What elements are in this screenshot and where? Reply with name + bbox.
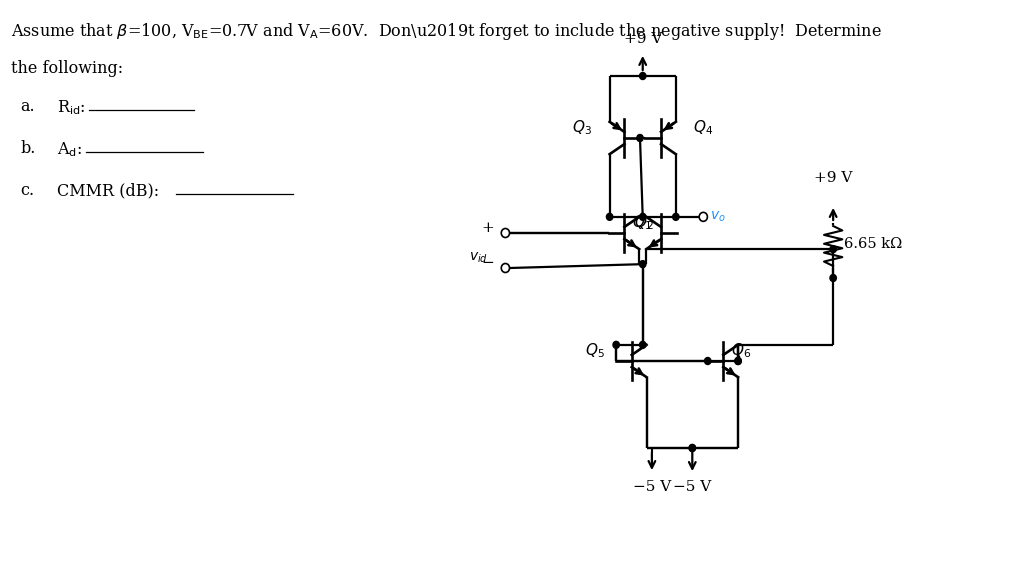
Text: −5 V: −5 V: [673, 480, 712, 494]
Circle shape: [735, 358, 741, 364]
Circle shape: [640, 213, 646, 221]
Circle shape: [689, 445, 695, 452]
Text: a.: a.: [20, 98, 35, 115]
Text: Assume that $\beta$=100, V$_{\rm BE}$=0.7V and V$_{\rm A}$=60V.  Don\u2019t forg: Assume that $\beta$=100, V$_{\rm BE}$=0.…: [11, 21, 882, 42]
Text: $Q_3$: $Q_3$: [572, 119, 592, 138]
Circle shape: [705, 358, 711, 364]
Text: $Q_6$: $Q_6$: [730, 342, 751, 360]
Text: the following:: the following:: [11, 60, 123, 77]
Text: A$_{\rm d}$:: A$_{\rm d}$:: [56, 140, 82, 159]
Text: −5 V: −5 V: [633, 480, 671, 494]
Circle shape: [640, 342, 646, 348]
Text: +9 V: +9 V: [624, 32, 662, 46]
Text: $Q_2$: $Q_2$: [634, 214, 653, 232]
Text: CMMR (dB):: CMMR (dB):: [56, 182, 159, 199]
Circle shape: [735, 358, 741, 364]
Text: $v_o$: $v_o$: [710, 210, 725, 224]
Text: R$_{\rm id}$:: R$_{\rm id}$:: [56, 98, 85, 117]
Text: +: +: [481, 221, 495, 235]
Circle shape: [502, 229, 510, 237]
Circle shape: [830, 274, 837, 281]
Text: $Q_1$: $Q_1$: [632, 214, 651, 232]
Circle shape: [640, 73, 646, 80]
Circle shape: [830, 246, 837, 253]
Circle shape: [640, 261, 646, 268]
Circle shape: [613, 342, 620, 348]
Circle shape: [699, 213, 708, 221]
Circle shape: [673, 213, 679, 221]
Text: $Q_5$: $Q_5$: [585, 342, 604, 360]
Text: c.: c.: [20, 182, 34, 199]
Circle shape: [502, 264, 510, 273]
Text: $v_{id}$: $v_{id}$: [469, 251, 487, 265]
Circle shape: [637, 135, 643, 142]
Text: −: −: [481, 256, 495, 270]
Circle shape: [606, 213, 612, 221]
Text: 6.65 kΩ: 6.65 kΩ: [844, 237, 902, 252]
Text: +9 V: +9 V: [814, 171, 852, 185]
Text: $Q_4$: $Q_4$: [693, 119, 713, 138]
Text: b.: b.: [20, 140, 36, 157]
Circle shape: [689, 445, 695, 452]
